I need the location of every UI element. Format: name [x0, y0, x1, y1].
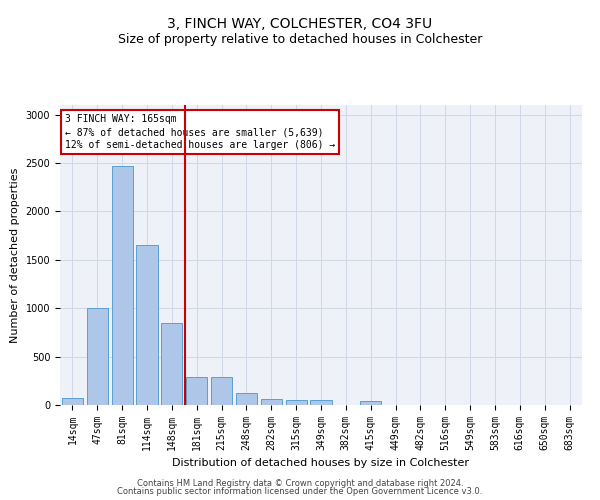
Text: 3, FINCH WAY, COLCHESTER, CO4 3FU: 3, FINCH WAY, COLCHESTER, CO4 3FU	[167, 18, 433, 32]
Bar	[161, 322, 182, 405]
Bar	[360, 400, 381, 405]
Bar	[211, 377, 232, 405]
Text: 3 FINCH WAY: 165sqm
← 87% of detached houses are smaller (5,639)
12% of semi-det: 3 FINCH WAY: 165sqm ← 87% of detached ho…	[65, 114, 335, 150]
Bar	[62, 398, 83, 405]
Bar	[87, 308, 108, 405]
X-axis label: Distribution of detached houses by size in Colchester: Distribution of detached houses by size …	[173, 458, 470, 468]
Bar	[112, 166, 133, 405]
Bar	[261, 398, 282, 405]
Bar	[136, 246, 158, 405]
Bar	[186, 377, 207, 405]
Text: Contains HM Land Registry data © Crown copyright and database right 2024.: Contains HM Land Registry data © Crown c…	[137, 478, 463, 488]
Text: Size of property relative to detached houses in Colchester: Size of property relative to detached ho…	[118, 32, 482, 46]
Text: Contains public sector information licensed under the Open Government Licence v3: Contains public sector information licen…	[118, 487, 482, 496]
Bar	[236, 394, 257, 405]
Y-axis label: Number of detached properties: Number of detached properties	[10, 168, 20, 342]
Bar	[310, 400, 332, 405]
Bar	[286, 400, 307, 405]
